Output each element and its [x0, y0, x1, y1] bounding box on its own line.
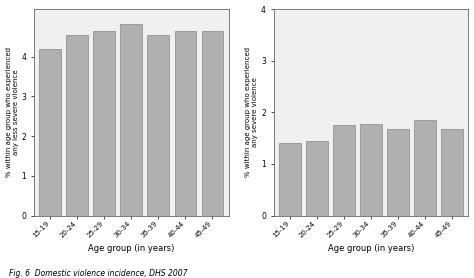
Y-axis label: % within age group who experienced
any severe violence: % within age group who experienced any s… — [246, 47, 258, 177]
Y-axis label: % within age group who experienced
any less severe violence: % within age group who experienced any l… — [6, 47, 18, 177]
Bar — [120, 24, 142, 216]
X-axis label: Age group (in years): Age group (in years) — [88, 244, 174, 253]
Bar — [387, 129, 409, 216]
Bar — [39, 49, 61, 216]
Text: Fig. 6  Domestic violence incidence, DHS 2007: Fig. 6 Domestic violence incidence, DHS … — [9, 269, 188, 278]
Bar — [441, 129, 463, 216]
Bar — [93, 31, 115, 216]
Bar — [147, 35, 169, 216]
Bar — [174, 31, 196, 216]
Bar — [306, 141, 328, 216]
Bar — [333, 125, 355, 216]
Bar — [66, 35, 88, 216]
Bar — [414, 120, 436, 216]
X-axis label: Age group (in years): Age group (in years) — [328, 244, 414, 253]
Bar — [201, 31, 223, 216]
Bar — [279, 143, 301, 216]
Bar — [360, 124, 382, 216]
